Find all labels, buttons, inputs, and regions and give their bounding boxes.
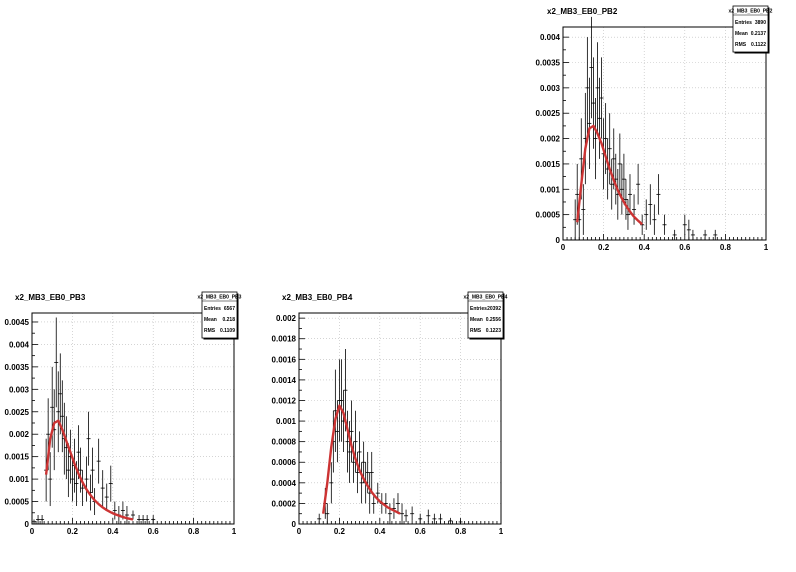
data-series	[32, 317, 156, 524]
x-tick-label: 0.2	[598, 243, 610, 252]
chart-title: x2_MB3_EB0_PB4	[282, 293, 353, 302]
x-tick-label: 1	[232, 527, 237, 536]
stats-box-name: x2_MB3_EB0_PB4	[464, 295, 508, 301]
y-tick-label: 0.0005	[536, 211, 561, 220]
stats-label: Entries	[470, 306, 487, 312]
stats-box-name: x2_MB3_EB0_PB3	[198, 295, 242, 301]
y-tick-label: 0.002	[9, 430, 30, 439]
x-tick-label: 1	[499, 527, 504, 536]
y-tick-label: 0.001	[540, 185, 561, 194]
y-tick-label: 0.0025	[536, 109, 561, 118]
y-tick-label: 0.0005	[5, 498, 30, 507]
stats-value: 0.2556	[486, 317, 502, 323]
x-tick-label: 0.2	[67, 527, 79, 536]
y-tick-label: 0.002	[276, 314, 297, 323]
y-tick-label: 0.003	[9, 385, 30, 394]
x-tick-label: 0.2	[334, 527, 346, 536]
y-tick-label: 0.0012	[272, 396, 297, 405]
y-tick-label: 0.004	[540, 33, 561, 42]
stats-label: Mean	[735, 31, 748, 37]
stats-value: 0.1109	[220, 328, 235, 334]
x-tick-label: 0.4	[374, 527, 386, 536]
stats-label: Mean	[204, 317, 217, 323]
x-tick-label: 0.8	[455, 527, 467, 536]
y-tick-label: 0.0002	[272, 499, 297, 508]
x-tick-label: 0.8	[188, 527, 200, 536]
chart-panel-2: x2_MB3_EB0_PB3 0 0.2 0.4 0.6 0.8 1 0 0.0005 0.001…	[5, 291, 242, 536]
y-tick-label: 0.0035	[5, 363, 30, 372]
y-tick-label: 0.004	[9, 340, 30, 349]
stats-value: 20392	[487, 306, 501, 312]
x-tick-label: 0.6	[415, 527, 427, 536]
x-tick-label: 0.8	[720, 243, 732, 252]
data-series	[573, 16, 718, 240]
y-tick-label: 0.0016	[272, 355, 297, 364]
stats-box: x2_MB3_EB0_PB4 Entries 20392 Mean 0.2556 RMS 0…	[464, 291, 508, 340]
stats-label: Entries	[735, 20, 752, 26]
x-tick-label: 0.4	[639, 243, 651, 252]
plot-frame	[298, 312, 502, 525]
y-tick-label: 0.0045	[5, 318, 30, 327]
y-tick-label: 0.001	[9, 475, 30, 484]
data-series	[317, 349, 463, 524]
x-tick-label: 0.4	[107, 527, 119, 536]
y-tick-label: 0.0035	[536, 59, 561, 68]
y-tick-label: 0.0008	[272, 438, 297, 447]
y-tick-label: 0.0015	[536, 160, 561, 169]
chart-title: x2_MB3_EB0_PB2	[547, 7, 618, 16]
stats-box-frame	[732, 5, 769, 53]
fit-curve	[576, 124, 643, 226]
grid	[298, 313, 502, 525]
x-tick-label: 0	[30, 527, 35, 536]
y-tick-label: 0.003	[540, 84, 561, 93]
stats-label: RMS	[735, 42, 747, 48]
x-tick-label: 0	[561, 243, 566, 252]
stats-value: 0.218	[222, 317, 235, 323]
stats-value: 0.2137	[751, 31, 767, 37]
y-tick-label: 0.0004	[272, 479, 297, 488]
stats-value: 3890	[755, 20, 766, 26]
y-tick-label: 0	[292, 520, 297, 529]
stats-box-frame	[201, 291, 238, 339]
stats-label: Entries	[204, 306, 221, 312]
stats-box-frame	[467, 291, 504, 339]
x-tick-label: 0.6	[679, 243, 691, 252]
stats-label: Mean	[470, 317, 483, 323]
y-tick-label: 0.0015	[5, 453, 30, 462]
stats-box-name: x2_MB3_EB0_PB2	[729, 9, 773, 15]
stats-box: x2_MB3_EB0_PB2 Entries 3890 Mean 0.2137 RMS 0.…	[729, 5, 773, 54]
fit-curve	[322, 404, 401, 515]
stats-label: RMS	[204, 328, 216, 334]
y-tick-label: 0	[25, 520, 30, 529]
chart-title: x2_MB3_EB0_PB3	[15, 293, 86, 302]
stats-label: RMS	[470, 328, 482, 334]
y-tick-label: 0.001	[276, 417, 297, 426]
x-tick-label: 1	[764, 243, 769, 252]
chart-panel-3: x2_MB3_EB0_PB4 0 0.2 0.4 0.6 0.8 1 0 0.0002 0.000…	[272, 291, 508, 536]
stats-value: 0.1122	[751, 42, 766, 48]
chart-panel-1: x2_MB3_EB0_PB2 0 0.2 0.4 0.6 0.8 1 0 0.0005 0.001…	[536, 5, 773, 252]
stats-value: 0.1223	[486, 328, 502, 334]
y-tick-label: 0.0006	[272, 458, 297, 467]
x-tick-label: 0.6	[148, 527, 160, 536]
fit-curve	[44, 419, 134, 521]
stats-box: x2_MB3_EB0_PB3 Entries 6567 Mean 0.218 RMS 0.1…	[198, 291, 242, 340]
x-tick-label: 0	[297, 527, 302, 536]
y-tick-label: 0.002	[540, 135, 561, 144]
y-tick-label: 0.0018	[272, 335, 297, 344]
y-tick-label: 0.0025	[5, 408, 30, 417]
y-tick-label: 0	[556, 236, 561, 245]
y-tick-label: 0.0014	[272, 376, 297, 385]
stats-value: 6567	[224, 306, 235, 312]
